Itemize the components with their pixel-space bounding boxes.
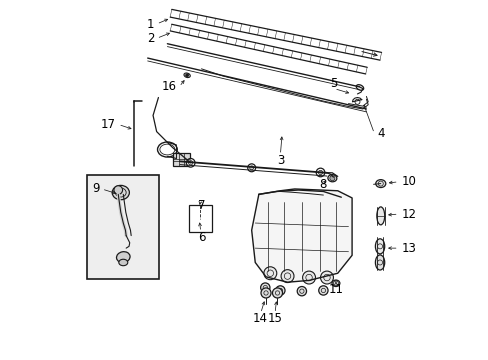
Ellipse shape [119, 259, 127, 266]
Circle shape [302, 271, 315, 284]
Text: 1: 1 [146, 18, 154, 31]
Circle shape [329, 176, 334, 181]
Ellipse shape [331, 280, 339, 287]
Text: 15: 15 [267, 311, 282, 325]
Circle shape [114, 186, 122, 194]
Circle shape [275, 286, 285, 295]
Ellipse shape [376, 207, 384, 225]
Circle shape [249, 166, 253, 170]
Text: 7: 7 [197, 199, 205, 212]
Circle shape [185, 74, 188, 77]
Text: 10: 10 [401, 175, 416, 188]
Text: 3: 3 [276, 154, 284, 167]
Circle shape [281, 270, 293, 283]
Circle shape [186, 158, 195, 167]
Text: 13: 13 [401, 242, 416, 255]
Circle shape [297, 287, 306, 296]
Text: 2: 2 [146, 32, 154, 45]
Text: 14: 14 [253, 311, 267, 325]
Circle shape [272, 288, 282, 298]
Text: 11: 11 [328, 283, 343, 296]
Ellipse shape [327, 175, 336, 182]
Text: 17: 17 [100, 118, 115, 131]
Circle shape [264, 267, 276, 280]
Ellipse shape [112, 185, 129, 200]
Text: 12: 12 [401, 208, 416, 221]
Ellipse shape [375, 180, 385, 188]
Text: 9: 9 [92, 183, 99, 195]
Ellipse shape [356, 85, 363, 90]
Bar [87, 175, 159, 279]
Circle shape [260, 283, 269, 292]
Text: 8: 8 [318, 178, 325, 191]
Bar [188, 205, 212, 232]
Text: 6: 6 [197, 231, 205, 244]
Circle shape [318, 286, 327, 295]
Ellipse shape [375, 255, 384, 270]
Bar [172, 153, 190, 166]
Circle shape [316, 168, 324, 177]
Text: 16: 16 [161, 80, 176, 93]
Ellipse shape [375, 239, 384, 254]
Ellipse shape [116, 252, 130, 262]
Circle shape [261, 288, 270, 298]
Polygon shape [251, 189, 351, 282]
Circle shape [318, 170, 322, 175]
Circle shape [320, 271, 333, 284]
Text: 5: 5 [330, 77, 337, 90]
Circle shape [247, 164, 255, 172]
Ellipse shape [183, 73, 190, 77]
Text: 4: 4 [376, 127, 384, 140]
Circle shape [188, 161, 192, 165]
